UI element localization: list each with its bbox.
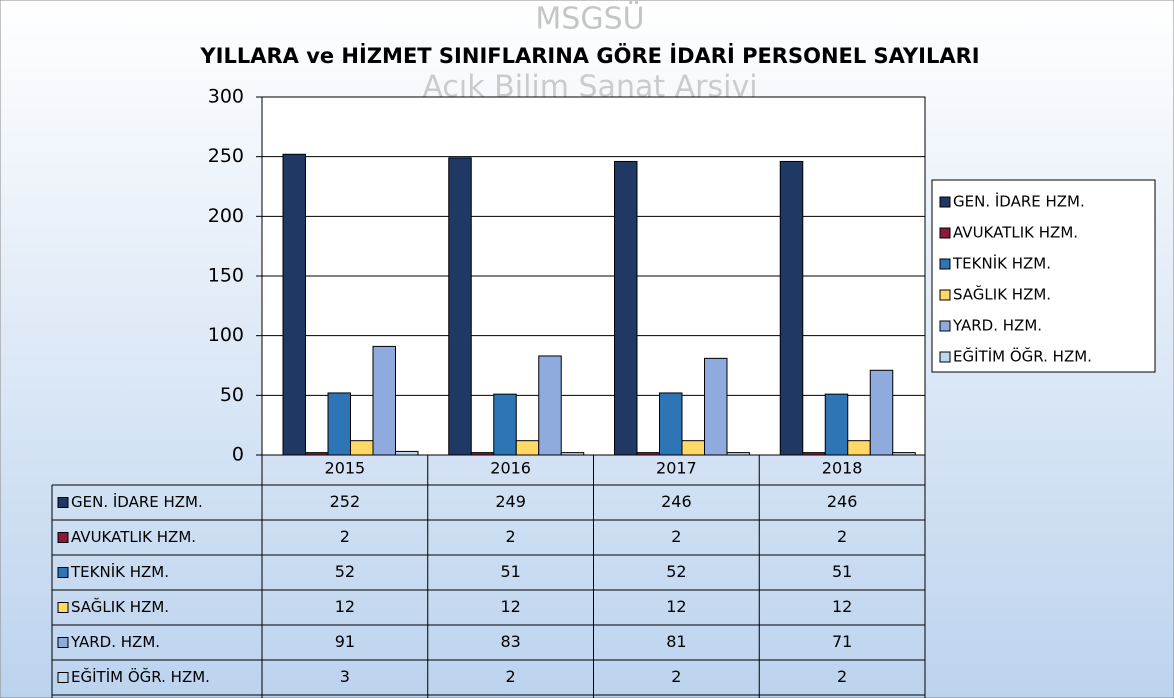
y-tick-label: 0 xyxy=(232,444,244,466)
bar xyxy=(538,355,562,456)
table-cell: 2 xyxy=(506,527,516,546)
legend-key xyxy=(939,351,951,363)
table-cell: 52 xyxy=(335,562,355,581)
bar xyxy=(282,153,306,456)
legend-label: EĞİTİM ÖĞR. HZM. xyxy=(953,347,1092,366)
table-cell: 249 xyxy=(495,492,526,511)
table-row-label: EĞİTİM ÖĞR. HZM. xyxy=(71,667,210,686)
table-key xyxy=(57,497,69,508)
table-cell: 2 xyxy=(506,667,516,686)
legend-key xyxy=(939,196,951,208)
table-row-label: YARD. HZM. xyxy=(70,633,160,651)
table-cell: 71 xyxy=(832,632,852,651)
x-tick-label: 2017 xyxy=(656,459,697,478)
bar xyxy=(515,440,540,456)
x-tick-label: 2018 xyxy=(822,459,863,478)
bar xyxy=(560,452,585,456)
chart-title: YILLARA ve HİZMET SINIFLARINA GÖRE İDARİ… xyxy=(199,43,979,68)
table-cell: 52 xyxy=(666,562,686,581)
table-cell: 246 xyxy=(661,492,692,511)
y-tick-label: 300 xyxy=(208,86,244,108)
table-row-label: AVUKATLIK HZM. xyxy=(71,528,196,546)
y-tick-label: 250 xyxy=(208,145,244,167)
table-row-label: SAĞLIK HZM. xyxy=(71,597,169,616)
bar xyxy=(327,392,351,456)
bar xyxy=(681,440,705,456)
legend-box xyxy=(931,179,1156,373)
table-row-label: GEN. İDARE HZM. xyxy=(71,492,203,511)
legend-label: SAĞLIK HZM. xyxy=(953,285,1051,304)
legend-label: YARD. HZM. xyxy=(952,317,1042,335)
bar xyxy=(372,345,396,456)
legend-key xyxy=(939,289,951,301)
legend-label: AVUKATLIK HZM. xyxy=(953,224,1078,242)
bar xyxy=(350,440,374,456)
bar xyxy=(493,393,517,456)
bar xyxy=(614,160,638,456)
legend-key xyxy=(939,258,951,270)
table-cell: 91 xyxy=(335,632,355,651)
table-key xyxy=(57,602,69,613)
table-cell: 12 xyxy=(666,597,686,616)
table-cell: 83 xyxy=(500,632,520,651)
x-tick-label: 2015 xyxy=(325,459,366,478)
y-tick-label: 150 xyxy=(208,265,244,287)
bar xyxy=(704,357,728,456)
bar xyxy=(305,452,329,456)
legend-key xyxy=(939,320,951,332)
table-cell: 2 xyxy=(837,527,847,546)
y-tick-label: 100 xyxy=(208,324,244,346)
bar xyxy=(869,369,894,456)
bar xyxy=(636,452,660,456)
bar xyxy=(802,452,826,456)
bar xyxy=(726,452,750,456)
table-key xyxy=(57,532,69,543)
table-key xyxy=(57,672,69,683)
table-cell: 51 xyxy=(500,562,520,581)
table-row-label: TEKNİK HZM. xyxy=(70,562,169,581)
table-cell: 246 xyxy=(827,492,858,511)
x-tick-label: 2016 xyxy=(490,459,531,478)
legend-label: TEKNİK HZM. xyxy=(952,254,1051,273)
table-cell: 2 xyxy=(837,667,847,686)
table-key xyxy=(57,637,69,648)
bar xyxy=(395,450,419,456)
bar xyxy=(448,157,472,456)
table-cell: 81 xyxy=(666,632,686,651)
legend-key xyxy=(939,227,951,239)
table-cell: 3 xyxy=(340,667,350,686)
table-key xyxy=(57,567,69,578)
table-cell: 2 xyxy=(671,527,681,546)
table-cell: 252 xyxy=(330,492,361,511)
watermark: MSGSÜ xyxy=(535,1,644,37)
table-cell: 2 xyxy=(340,527,350,546)
table-cell: 51 xyxy=(832,562,852,581)
bar xyxy=(779,160,804,456)
table-cell: 12 xyxy=(335,597,355,616)
bar xyxy=(470,452,495,456)
y-tick-label: 200 xyxy=(208,205,244,227)
bar xyxy=(659,392,683,456)
table-cell: 12 xyxy=(500,597,520,616)
bar xyxy=(847,440,871,456)
bar xyxy=(824,393,849,456)
y-tick-label: 50 xyxy=(220,384,244,406)
table-cell: 2 xyxy=(671,667,681,686)
legend-label: GEN. İDARE HZM. xyxy=(953,192,1085,211)
table-cell: 12 xyxy=(832,597,852,616)
bar xyxy=(892,452,916,456)
